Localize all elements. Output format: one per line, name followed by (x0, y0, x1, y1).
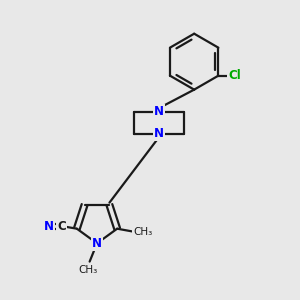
Text: N: N (154, 105, 164, 118)
Text: N: N (44, 220, 54, 233)
Text: CH₃: CH₃ (133, 226, 152, 237)
Text: N: N (154, 127, 164, 140)
Text: N: N (92, 237, 102, 250)
Text: CH₃: CH₃ (79, 265, 98, 275)
Text: C: C (57, 220, 66, 233)
Text: Cl: Cl (228, 69, 241, 82)
